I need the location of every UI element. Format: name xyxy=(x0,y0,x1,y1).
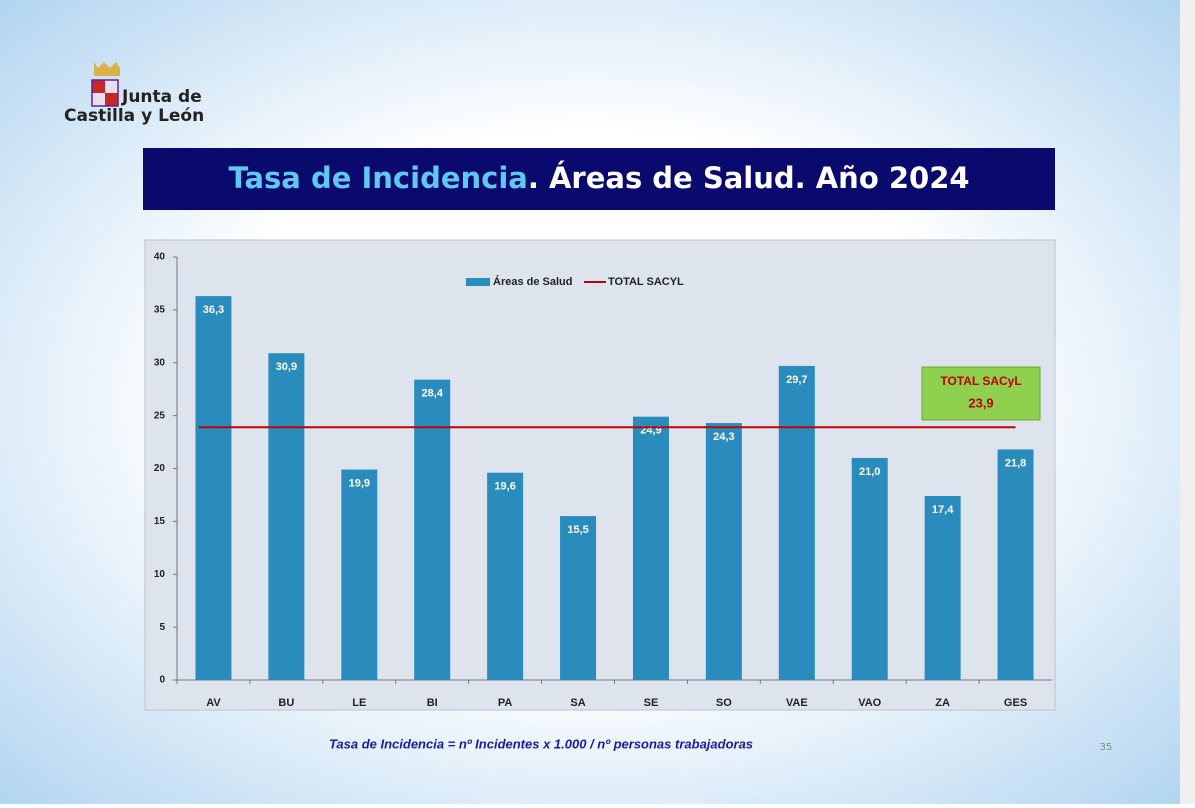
value-label: 30,9 xyxy=(276,361,297,373)
legend-swatch xyxy=(466,278,490,286)
x-tick-label: PA xyxy=(498,697,513,709)
footnote: Tasa de Incidencia = nº Incidentes x 1.0… xyxy=(329,736,753,751)
x-tick-label: BU xyxy=(278,697,294,709)
y-tick-label: 15 xyxy=(154,516,166,527)
bar xyxy=(632,416,669,680)
x-tick-label: VAO xyxy=(858,697,881,709)
value-label: 17,4 xyxy=(932,504,954,516)
annotation-box xyxy=(921,366,1041,421)
y-tick-label: 40 xyxy=(154,252,166,263)
x-tick-label: AV xyxy=(206,697,221,709)
bar xyxy=(268,353,305,680)
y-tick-label: 0 xyxy=(159,675,165,686)
value-label: 19,6 xyxy=(494,481,515,493)
bar xyxy=(414,379,451,680)
x-tick-label: BI xyxy=(427,697,438,709)
x-tick-label: SO xyxy=(716,697,732,709)
plot: 0 5 10 15 20 25 30 35 40 AV BU LE BI PA SA SE SO VAE VAO ZA… xyxy=(154,252,1052,709)
chart-title: Tasa de Incidencia. Áreas de Salud. Año … xyxy=(228,161,969,195)
logo xyxy=(91,62,120,107)
y-tick-label: 20 xyxy=(154,463,166,474)
title-bar xyxy=(143,148,1055,210)
annotation-label: TOTAL SACyL xyxy=(940,374,1021,388)
y-tick-label: 5 xyxy=(159,622,165,633)
value-label: 21,8 xyxy=(1005,457,1026,469)
value-label: 15,5 xyxy=(567,524,588,536)
bar xyxy=(778,365,815,680)
bar xyxy=(560,516,597,680)
right-strip xyxy=(1180,0,1195,804)
x-tick-label: GES xyxy=(1004,697,1027,709)
y-tick-label: 25 xyxy=(154,410,166,421)
title-highlight: Tasa de Incidencia xyxy=(228,161,527,195)
page-number: 35 xyxy=(1100,742,1113,753)
y-tick-label: 30 xyxy=(154,357,166,368)
x-tick-label: VAE xyxy=(786,697,808,709)
bar xyxy=(924,495,961,680)
bar xyxy=(705,423,742,680)
y-tick-label: 10 xyxy=(154,569,166,580)
x-tick-label: LE xyxy=(352,697,366,709)
annotation-value: 23,9 xyxy=(968,395,993,410)
bar xyxy=(997,449,1034,680)
value-label: 24,3 xyxy=(713,431,734,443)
title-rest: . Áreas de Salud. Año 2024 xyxy=(528,161,970,195)
value-label: 21,0 xyxy=(859,466,880,478)
y-tick-label: 35 xyxy=(154,305,166,316)
value-label: 19,9 xyxy=(349,477,370,489)
bar xyxy=(487,472,524,680)
value-label: 29,7 xyxy=(786,374,807,386)
legend-label: Áreas de Salud xyxy=(493,275,572,288)
bar xyxy=(851,457,888,680)
logo-text: Castilla y León xyxy=(64,106,204,126)
legend-label: TOTAL SACYL xyxy=(608,276,684,288)
x-tick-label: SA xyxy=(570,697,585,709)
logo-text: Junta de xyxy=(121,87,202,107)
x-tick-label: SE xyxy=(644,697,659,709)
x-tick-label: ZA xyxy=(935,697,950,709)
bar xyxy=(195,296,232,680)
bar xyxy=(341,469,378,680)
value-label: 36,3 xyxy=(203,304,224,316)
value-label: 28,4 xyxy=(421,388,443,400)
